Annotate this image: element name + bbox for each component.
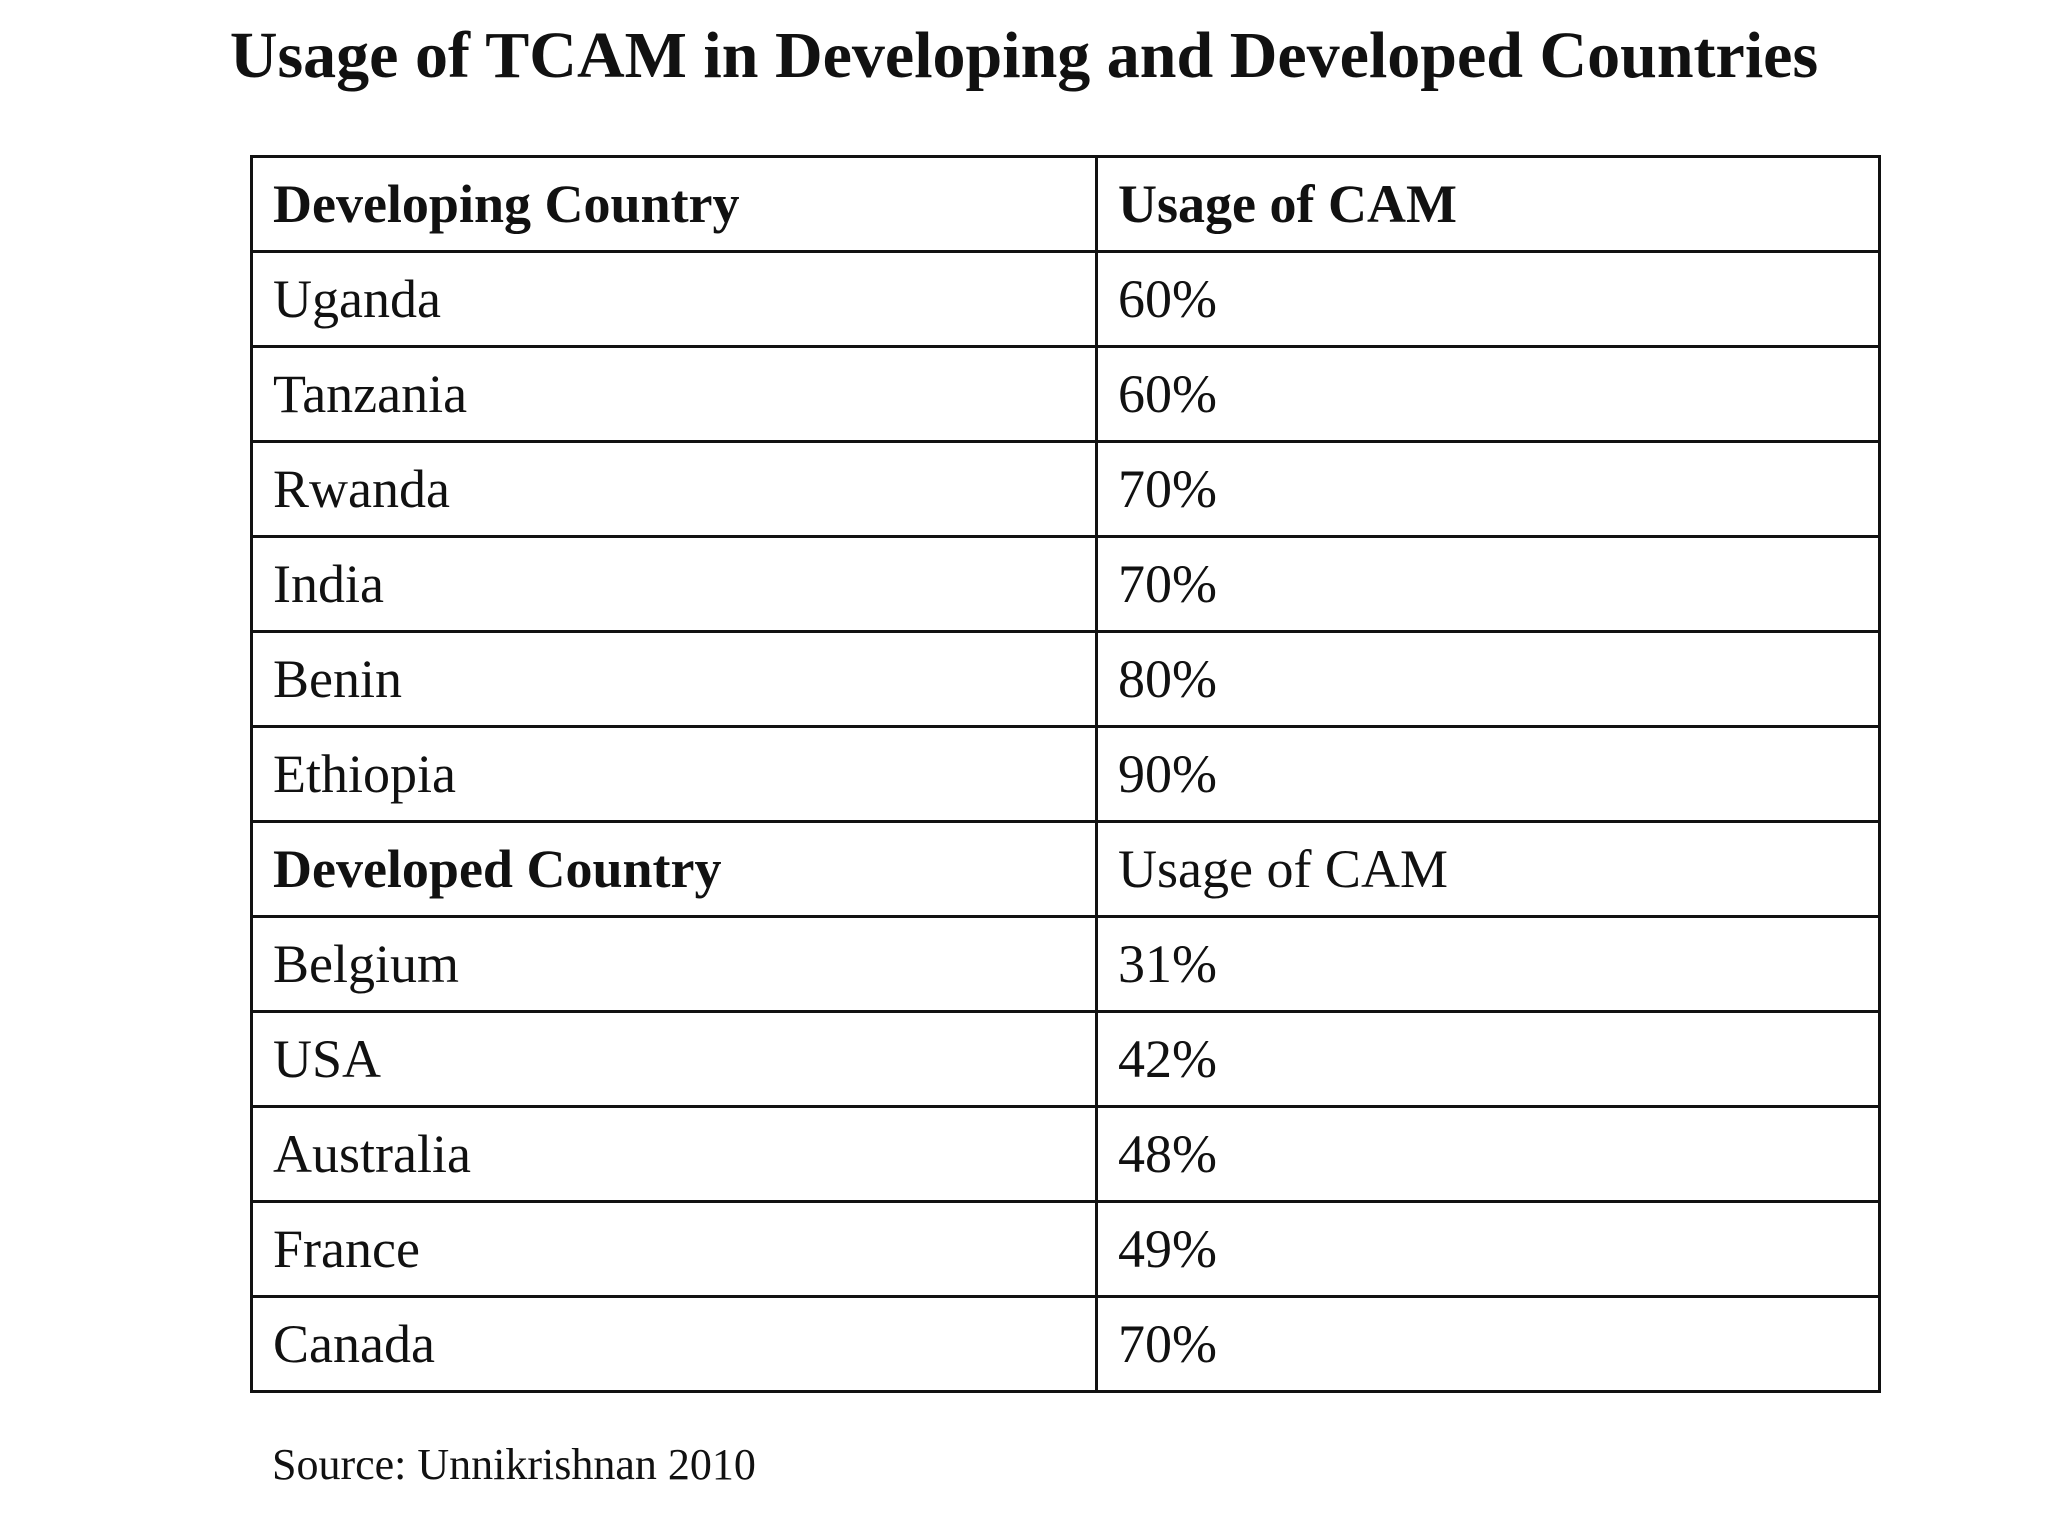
- country-cell: Canada: [250, 1295, 1098, 1393]
- table-row: Ethiopia 90%: [250, 725, 1881, 823]
- column-header-country: Developed Country: [250, 820, 1098, 918]
- column-header-usage: Usage of CAM: [1095, 155, 1881, 253]
- table-row: Canada 70%: [250, 1295, 1881, 1393]
- usage-cell: 42%: [1095, 1010, 1881, 1108]
- table-body: Developing Country Usage of CAM Uganda 60% T…: [250, 155, 1881, 1393]
- country-cell: Uganda: [250, 250, 1098, 348]
- country-cell: Rwanda: [250, 440, 1098, 538]
- country-cell: Ethiopia: [250, 725, 1098, 823]
- column-header-usage: Usage of CAM: [1095, 820, 1881, 918]
- table-row: USA 42%: [250, 1010, 1881, 1108]
- chart-title: Usage of TCAM in Developing and Develope…: [229, 19, 1819, 92]
- usage-cell: 90%: [1095, 725, 1881, 823]
- usage-cell: 70%: [1095, 440, 1881, 538]
- country-cell: USA: [250, 1010, 1098, 1108]
- country-cell: India: [250, 535, 1098, 633]
- table-row: India 70%: [250, 535, 1881, 633]
- developing-header-row: Developing Country Usage of CAM: [250, 155, 1881, 253]
- table-row: Belgium 31%: [250, 915, 1881, 1013]
- country-cell: France: [250, 1200, 1098, 1298]
- source-note: Source: Unnikrishnan 2010: [272, 1440, 756, 1489]
- table-row: France 49%: [250, 1200, 1881, 1298]
- usage-cell: 80%: [1095, 630, 1881, 728]
- country-cell: Belgium: [250, 915, 1098, 1013]
- developed-header-row: Developed Country Usage of CAM: [250, 820, 1881, 918]
- table-row: Tanzania 60%: [250, 345, 1881, 443]
- usage-cell: 60%: [1095, 250, 1881, 348]
- usage-cell: 60%: [1095, 345, 1881, 443]
- usage-cell: 48%: [1095, 1105, 1881, 1203]
- table-row: Uganda 60%: [250, 250, 1881, 348]
- column-header-country: Developing Country: [250, 155, 1098, 253]
- country-cell: Benin: [250, 630, 1098, 728]
- usage-cell: 70%: [1095, 535, 1881, 633]
- table-row: Australia 48%: [250, 1105, 1881, 1203]
- country-cell: Australia: [250, 1105, 1098, 1203]
- usage-cell: 49%: [1095, 1200, 1881, 1298]
- usage-cell: 70%: [1095, 1295, 1881, 1393]
- country-cell: Tanzania: [250, 345, 1098, 443]
- data-table: Developing Country Usage of CAM Uganda 60% T…: [250, 155, 1881, 1393]
- usage-cell: 31%: [1095, 915, 1881, 1013]
- data-table-container: Developing Country Usage of CAM Uganda 60% T…: [250, 155, 1881, 1393]
- table-row: Benin 80%: [250, 630, 1881, 728]
- table-row: Rwanda 70%: [250, 440, 1881, 538]
